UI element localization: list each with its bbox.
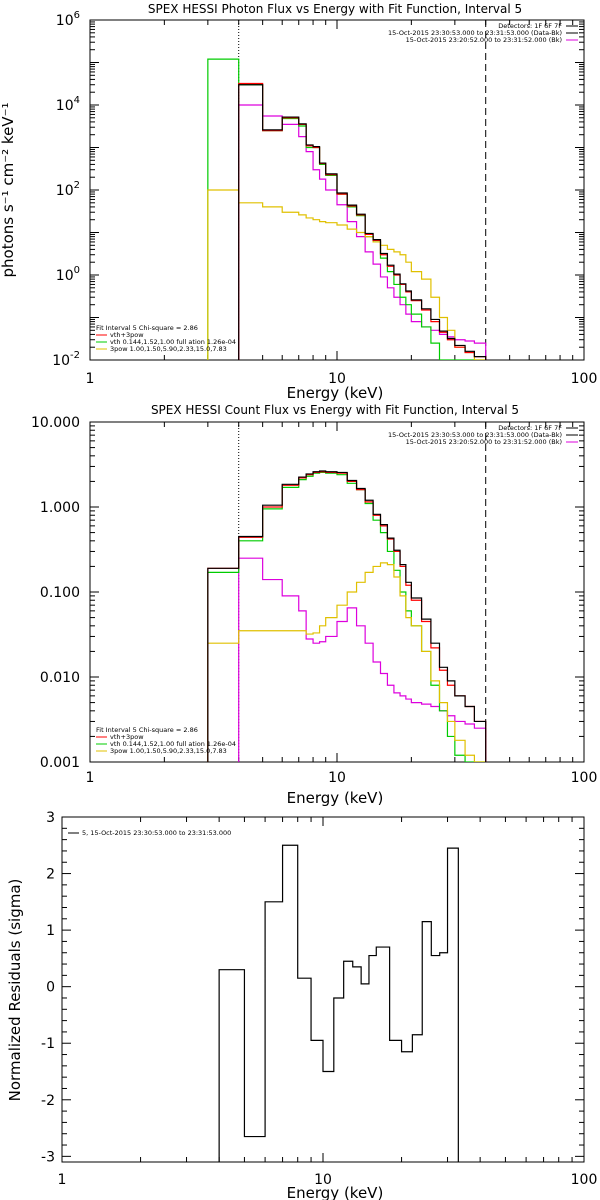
series-line-3: [238, 82, 487, 360]
header-text: 15-Oct-2015 23:20:52.000 to 23:31:52.000…: [406, 438, 562, 446]
header-text: Detectors: 1F 6F 7F: [498, 424, 562, 432]
y-tick-base: 10: [56, 98, 74, 114]
y-tick-label: -2: [41, 1093, 55, 1109]
legend-text: vth 0.144,1.52,1.00 full ation 1.26e-04: [110, 740, 236, 748]
legend-text: 3pow 1.00,1.50,5.90,2.33,15.0,7.83: [110, 345, 227, 353]
y-tick-label: 0.100: [40, 585, 80, 601]
header-text: 15-Oct-2015 23:20:52.000 to 23:31:52.000…: [406, 36, 562, 44]
x-tick-label: 10: [328, 371, 346, 387]
header-text: 15-Oct-2015 23:30:53.000 to 23:31:53.000…: [388, 29, 562, 37]
header-text: 15-Oct-2015 23:30:53.000 to 23:31:53.000…: [388, 431, 562, 439]
y-tick-label: 106: [56, 10, 80, 29]
y-tick-label: 2: [46, 867, 55, 883]
y-tick-label: 100: [56, 265, 80, 284]
x-tick-label: 1: [86, 770, 95, 786]
y-tick-base: 10: [56, 183, 74, 199]
photon-chart-title: SPEX HESSI Photon Flux vs Energy with Fi…: [148, 2, 522, 16]
series-line-3: [207, 471, 487, 762]
legend-text: Fit Interval 5 Chi-square = 2.86: [96, 726, 198, 734]
x-tick-label: 100: [571, 371, 598, 387]
series-line-4: [238, 84, 487, 360]
legend-text: vth+3pow: [110, 733, 144, 741]
y-tick-label: 0.001: [40, 755, 80, 771]
x-tick-label: 1: [58, 1172, 67, 1188]
y-tick-label: 1: [46, 923, 55, 939]
y-tick-base: 10: [56, 268, 74, 284]
legend-text: vth+3pow: [110, 331, 144, 339]
x-tick-label: 10: [314, 1172, 332, 1188]
y-tick-label: 0: [46, 980, 55, 996]
y-tick-exponent: 2: [74, 180, 80, 191]
legend-text: Fit Interval 5 Chi-square = 2.86: [96, 324, 198, 332]
photon-x-axis-label: Energy (keV): [287, 384, 384, 402]
count-chart-title: SPEX HESSI Count Flux vs Energy with Fit…: [151, 403, 519, 417]
y-tick-exponent: -2: [70, 350, 80, 361]
y-tick-exponent: 6: [74, 10, 80, 21]
x-tick-label: 100: [571, 1172, 598, 1188]
y-tick-label: 3: [46, 810, 55, 826]
series-line-0: [218, 844, 459, 1162]
series-line-0: [238, 557, 487, 762]
count-x-axis-label: Energy (keV): [287, 789, 384, 807]
series-line-2: [207, 189, 486, 360]
y-tick-base: 10: [56, 13, 74, 29]
series-line-2: [207, 562, 486, 762]
x-tick-label: 100: [571, 770, 598, 786]
photon-flux-panel: SPEX HESSI Photon Flux vs Energy with Fi…: [0, 2, 597, 402]
series-line-4: [207, 470, 487, 762]
y-tick-base: 10: [52, 353, 70, 369]
residuals-y-axis-label: Normalized Residuals (sigma): [6, 879, 24, 1102]
count-flux-panel: SPEX HESSI Count Flux vs Energy with Fit…: [31, 403, 597, 807]
residuals-panel: Energy (keV) Normalized Residuals (sigma…: [6, 810, 597, 1200]
x-tick-label: 1: [86, 371, 95, 387]
legend-text: vth 0.144,1.52,1.00 full ation 1.26e-04: [110, 338, 236, 346]
legend-text: 3pow 1.00,1.50,5.90,2.33,15.0,7.83: [110, 747, 227, 755]
y-tick-label: -3: [41, 1149, 55, 1165]
y-tick-label: 1.000: [40, 500, 80, 516]
y-tick-label: 0.010: [40, 670, 80, 686]
y-tick-label: 102: [56, 180, 80, 199]
y-tick-label: 10.000: [31, 415, 80, 431]
y-tick-exponent: 0: [74, 265, 80, 276]
residuals-x-axis-label: Energy (keV): [287, 1184, 384, 1200]
x-tick-label: 10: [328, 770, 346, 786]
y-tick-label: 104: [56, 95, 80, 114]
y-tick-label: 10-2: [52, 350, 80, 369]
header-text: Detectors: 1F 6F 7F: [498, 22, 562, 30]
residuals-plot-frame: [61, 816, 585, 1163]
legend-text: 5, 15-Oct-2015 23:30:53.000 to 23:31:53.…: [82, 829, 231, 837]
y-tick-exponent: 4: [74, 95, 80, 106]
y-tick-label: -1: [41, 1036, 55, 1052]
photon-y-axis-label: photons s⁻¹ cm⁻² keV⁻¹: [0, 103, 17, 278]
